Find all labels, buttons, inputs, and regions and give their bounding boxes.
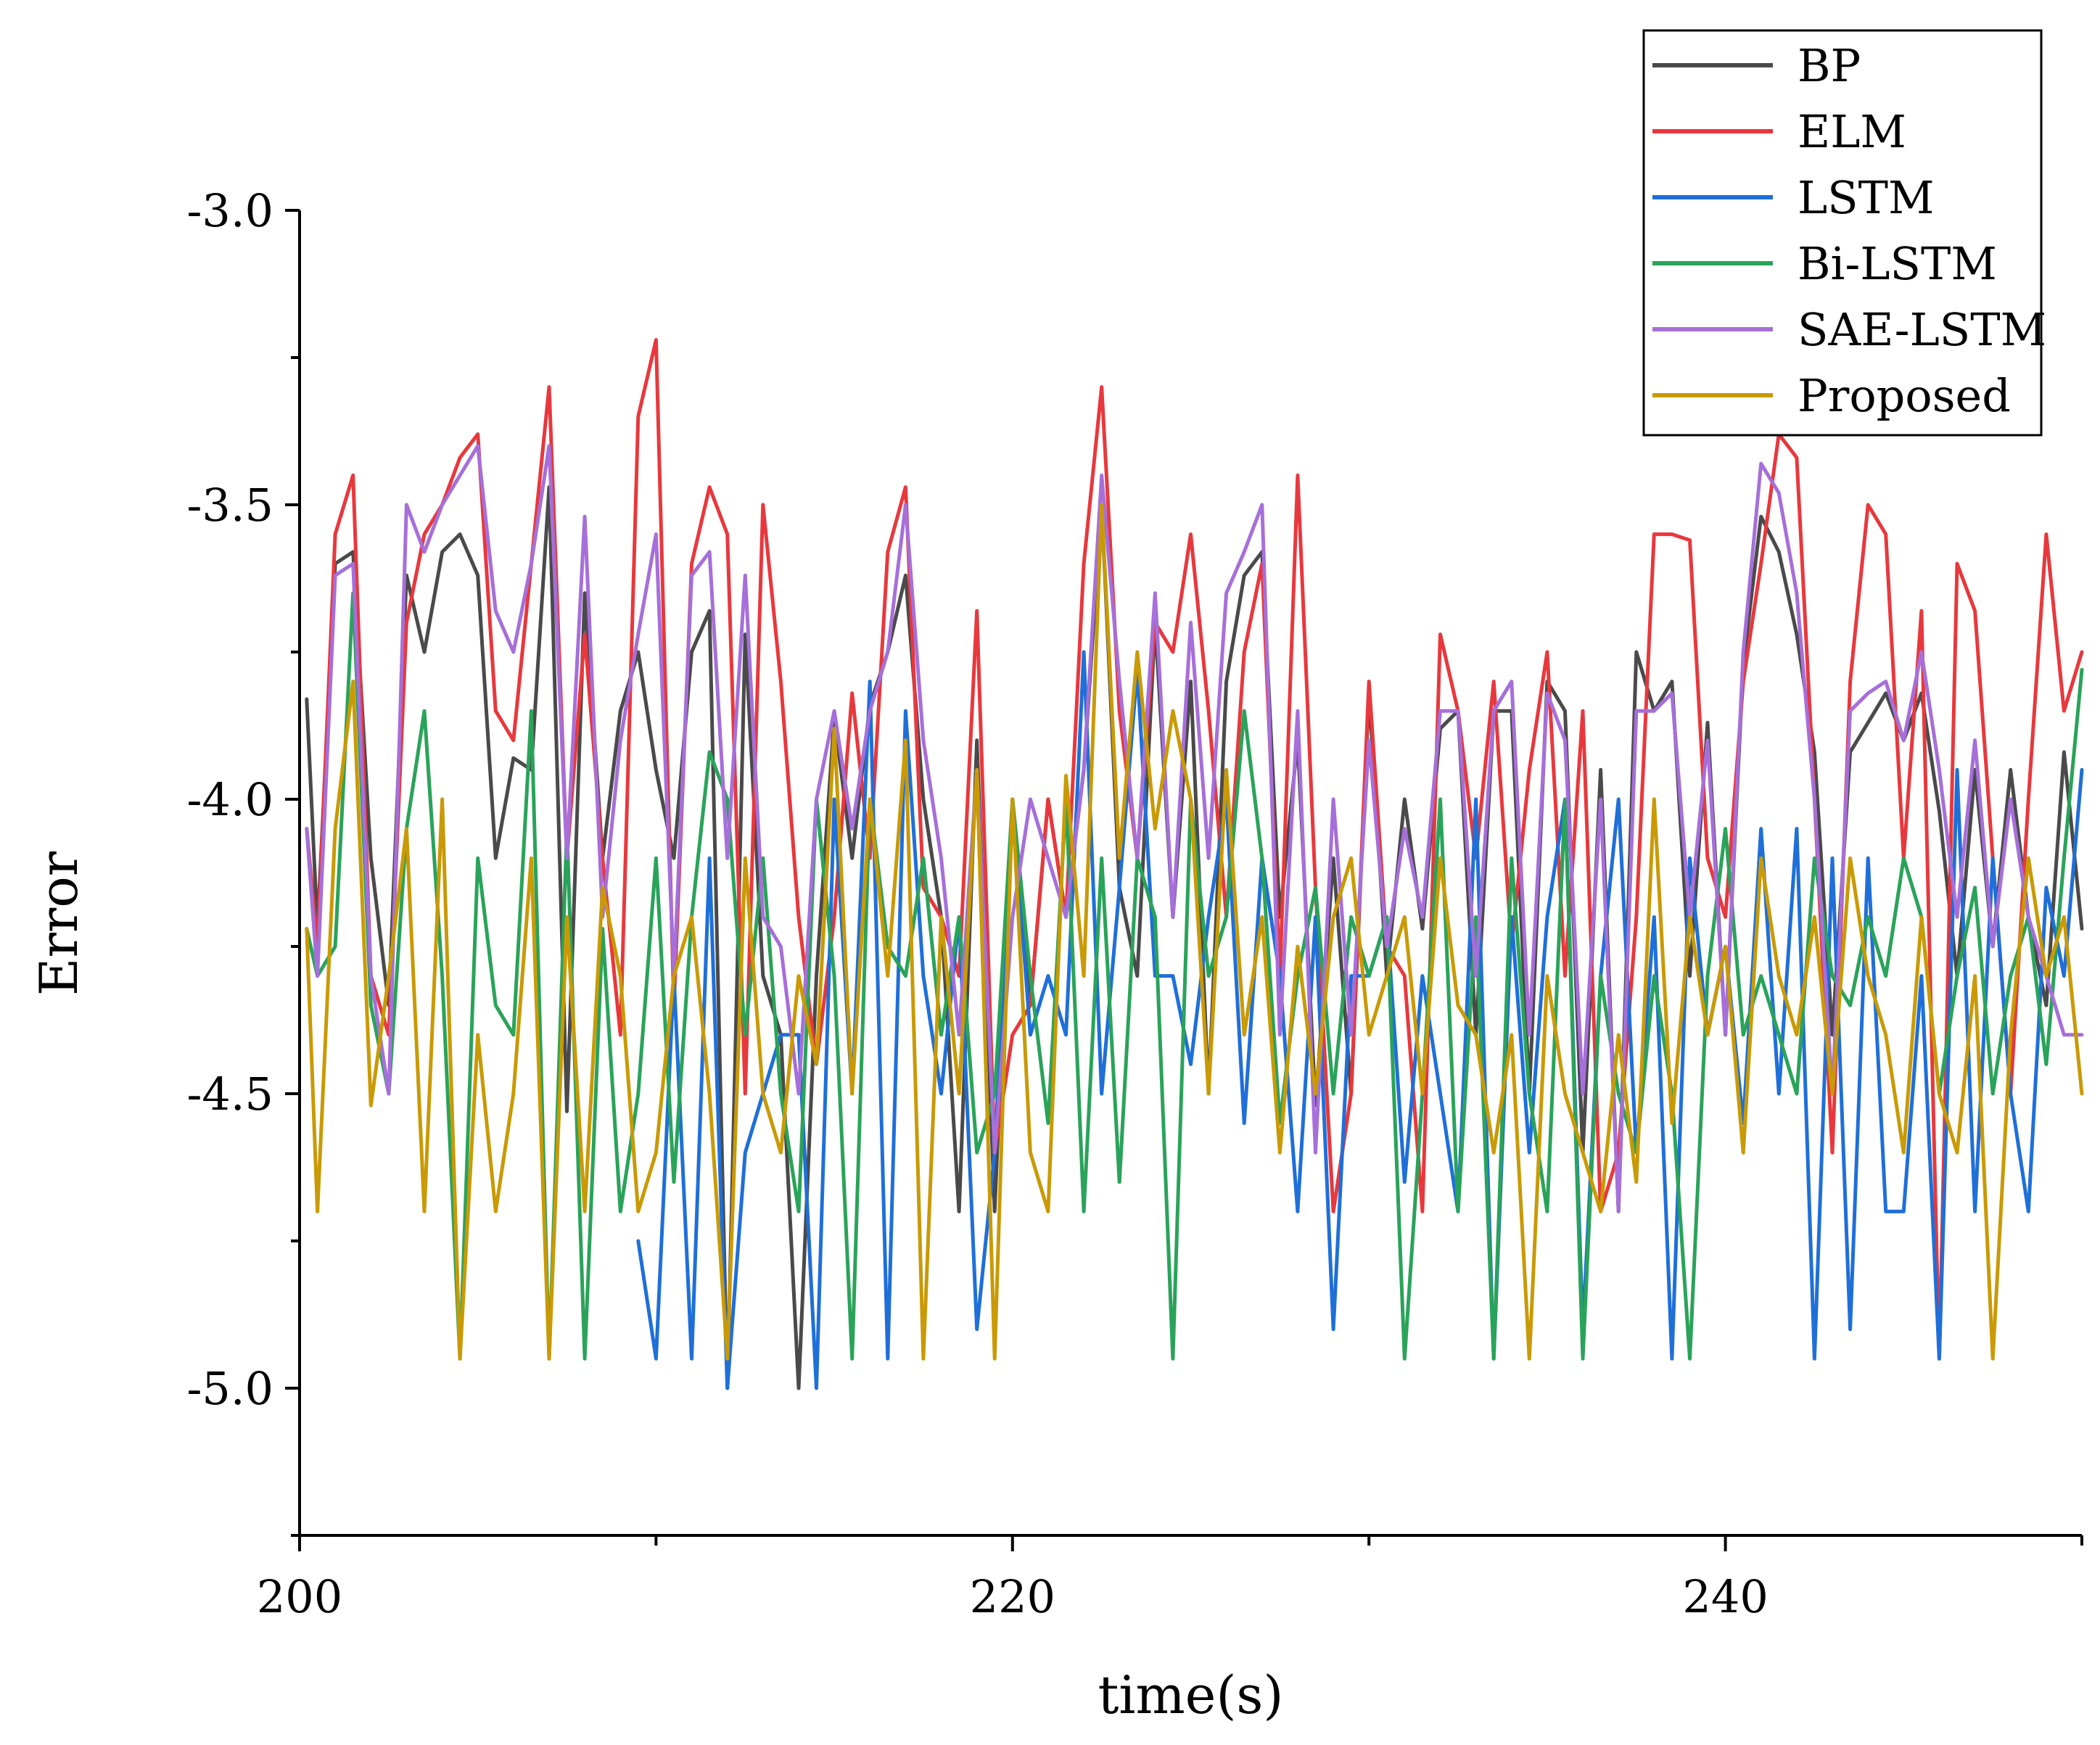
legend-label-lstm: LSTM <box>1798 171 1934 224</box>
y-tick-label: -3.5 <box>186 479 273 532</box>
x-axis-title: time(s) <box>1098 1664 1284 1725</box>
x-tick-label: 220 <box>970 1570 1055 1623</box>
y-tick-label: -5.0 <box>186 1362 273 1415</box>
series-layer <box>305 338 2084 1390</box>
legend-label-proposed: Proposed <box>1798 369 2011 422</box>
y-axis-title: Error <box>28 851 89 996</box>
series-line-sae-lstm <box>305 444 2084 1213</box>
series-line-proposed <box>305 503 2084 1361</box>
series-line-lstm <box>636 650 2084 1390</box>
ticks-layer: -3.0 -3.5 -4.0 -4.5 -5.0 200 220 240 <box>186 184 2083 1623</box>
legend-label-sae-lstm: SAE-LSTM <box>1798 303 2046 356</box>
legend-label-bi-lstm: Bi-LSTM <box>1798 237 1997 290</box>
y-tick-label: -3.0 <box>186 184 273 237</box>
y-tick-label: -4.0 <box>186 773 273 826</box>
legend: BP ELM LSTM Bi-LSTM SAE-LSTM Proposed <box>1642 29 2046 437</box>
legend-box <box>1642 29 2043 437</box>
legend-label-bp: BP <box>1798 39 1861 92</box>
y-tick-label: -4.5 <box>186 1068 273 1121</box>
x-tick-label: 240 <box>1682 1570 1768 1623</box>
legend-label-elm: ELM <box>1798 105 1906 158</box>
x-tick-label: 200 <box>257 1570 342 1623</box>
